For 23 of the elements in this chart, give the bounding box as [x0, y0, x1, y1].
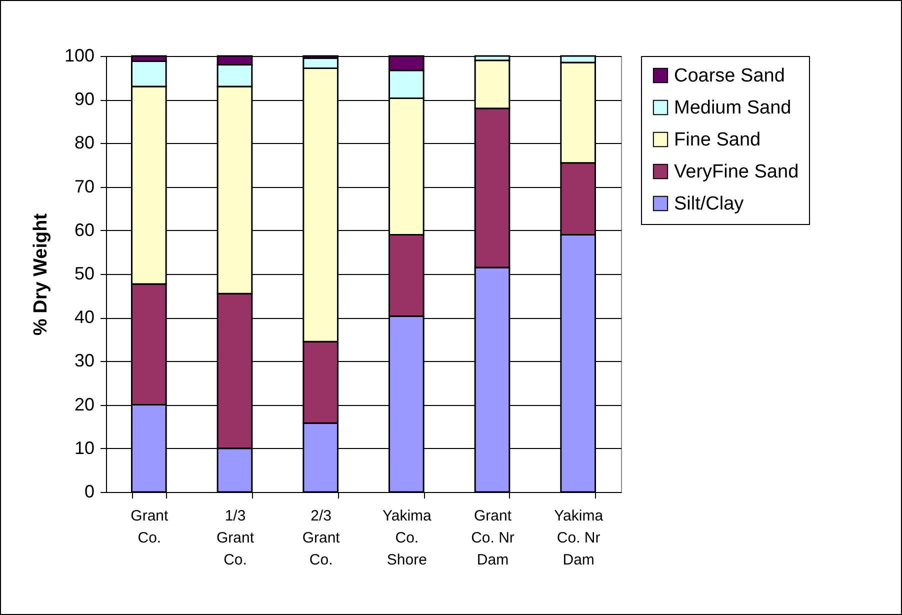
y-tick-label: 50: [74, 264, 94, 284]
legend-label: VeryFine Sand: [674, 162, 799, 182]
y-tick-label: 90: [74, 89, 94, 110]
legend-label: Silt/Clay: [674, 194, 744, 214]
legend-label: Fine Sand: [674, 130, 761, 150]
y-tick-label: 20: [74, 394, 94, 414]
y-tick-label: 40: [74, 307, 94, 328]
y-tick-label: 10: [74, 438, 94, 458]
x-tick-label: Grant Co.: [130, 508, 170, 546]
y-tick-label: 30: [74, 350, 94, 371]
y-tick-label: 60: [74, 220, 94, 240]
y-axis-title: % Dry Weight: [30, 212, 52, 336]
x-tick-label: Grant Co. Nr Dam: [471, 508, 514, 568]
x-tick-label: 2/3 Grant Co.: [302, 508, 341, 568]
y-tick-label: 70: [74, 176, 94, 196]
legend-label: Coarse Sand: [674, 66, 785, 86]
x-tick-label: Yakima Co. Nr Dam: [554, 508, 604, 568]
x-tick-label: 1/3 Grant Co.: [216, 508, 255, 568]
y-tick-label: 0: [84, 482, 94, 502]
y-tick-label: 80: [74, 132, 94, 153]
legend-label: Medium Sand: [674, 98, 792, 118]
y-tick-label: 100: [64, 46, 94, 66]
x-tick-label: Yakima Co. Shore: [382, 508, 432, 568]
